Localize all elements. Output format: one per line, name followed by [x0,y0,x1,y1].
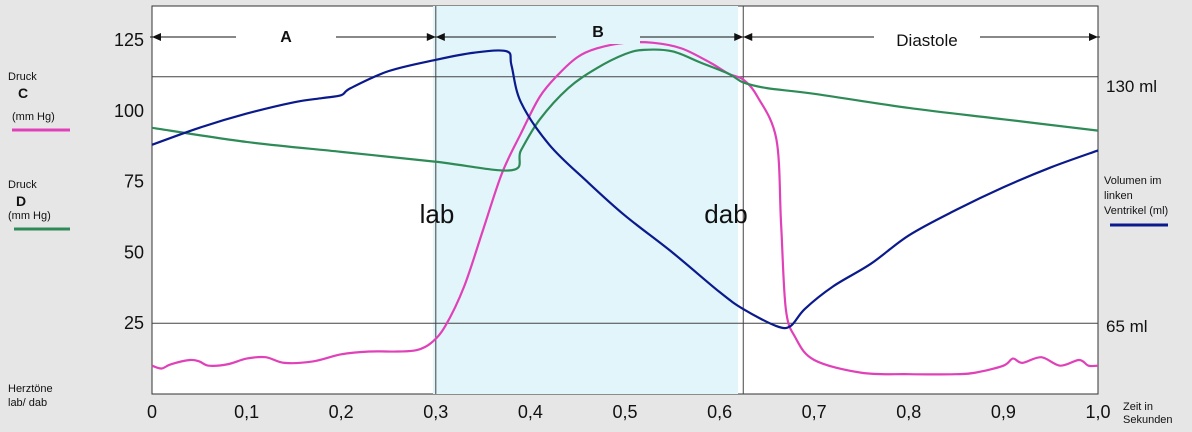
arrow-head-a-left [152,33,161,41]
series-line-V [151,49,1099,330]
x-tick-4: 0,4 [518,402,543,422]
volume-label-65: 65 ml [1106,317,1148,336]
dab-annotation: dab [704,199,747,229]
diastole-label: Diastole [896,31,957,50]
phase-a-label: A [280,29,292,46]
legend-sounds-line1: Herztöne [8,383,53,395]
series-lines [151,41,1099,376]
legend-c-line2: C [18,85,28,101]
legend-c-line3: (mm Hg) [12,111,55,123]
arrow-head-d-right [1089,33,1098,41]
y-tick-75: 75 [124,172,144,192]
x-tick-7: 0,7 [802,402,827,422]
series-line-D [151,48,1099,172]
legend-c-line1: Druck [8,71,37,83]
legend-v-line1: Volumen im [1104,175,1161,187]
arrow-head-b-right [734,33,744,41]
x-tick-6: 0,6 [707,402,732,422]
legend-v-line2: linken [1104,190,1133,202]
phase-a-label-bg [236,23,336,49]
lab-annotation: lab [420,199,455,229]
y-tick-25: 25 [124,313,144,333]
x-tick-0: 0 [147,402,157,422]
reference-lines [152,6,1098,394]
legend-sounds-line2: lab/ dab [8,397,47,409]
y-tick-50: 50 [124,242,144,262]
y-tick-100: 100 [114,101,144,121]
x-tick-10: 1,0 [1085,402,1110,422]
x-tick-8: 0,8 [896,402,921,422]
x-tick-9: 0,9 [991,402,1016,422]
legend-d-line1: Druck [8,179,37,191]
legend-d-line3: (mm Hg) [8,210,51,222]
arrow-head-a-right [426,33,436,41]
phase-b-region [433,6,738,394]
x-tick-5: 0,5 [612,402,637,422]
phase-b-label: B [592,24,604,41]
x-axis-label-1: Zeit in [1123,401,1153,413]
arrow-head-d-left [743,33,753,41]
series-line-C [151,41,1099,376]
volume-label-130: 130 ml [1106,77,1157,96]
x-axis-label-2: Sekunden [1123,414,1173,426]
arrow-head-b-left [435,33,445,41]
legend-v-line3: Ventrikel (ml) [1104,205,1168,217]
legend-d-line2: D [16,193,26,209]
y-tick-125: 125 [114,30,144,50]
phase-b-label-bg [556,18,640,44]
x-tick-2: 0,2 [329,402,354,422]
x-tick-labels: 0 0,1 0,2 0,3 0,4 0,5 0,6 0,7 0,8 0,9 1,0 [147,402,1111,422]
x-tick-1: 0,1 [234,402,259,422]
diastole-label-bg [874,26,980,52]
x-tick-3: 0,3 [423,402,448,422]
y-tick-labels: 25 50 75 100 125 [114,30,144,333]
